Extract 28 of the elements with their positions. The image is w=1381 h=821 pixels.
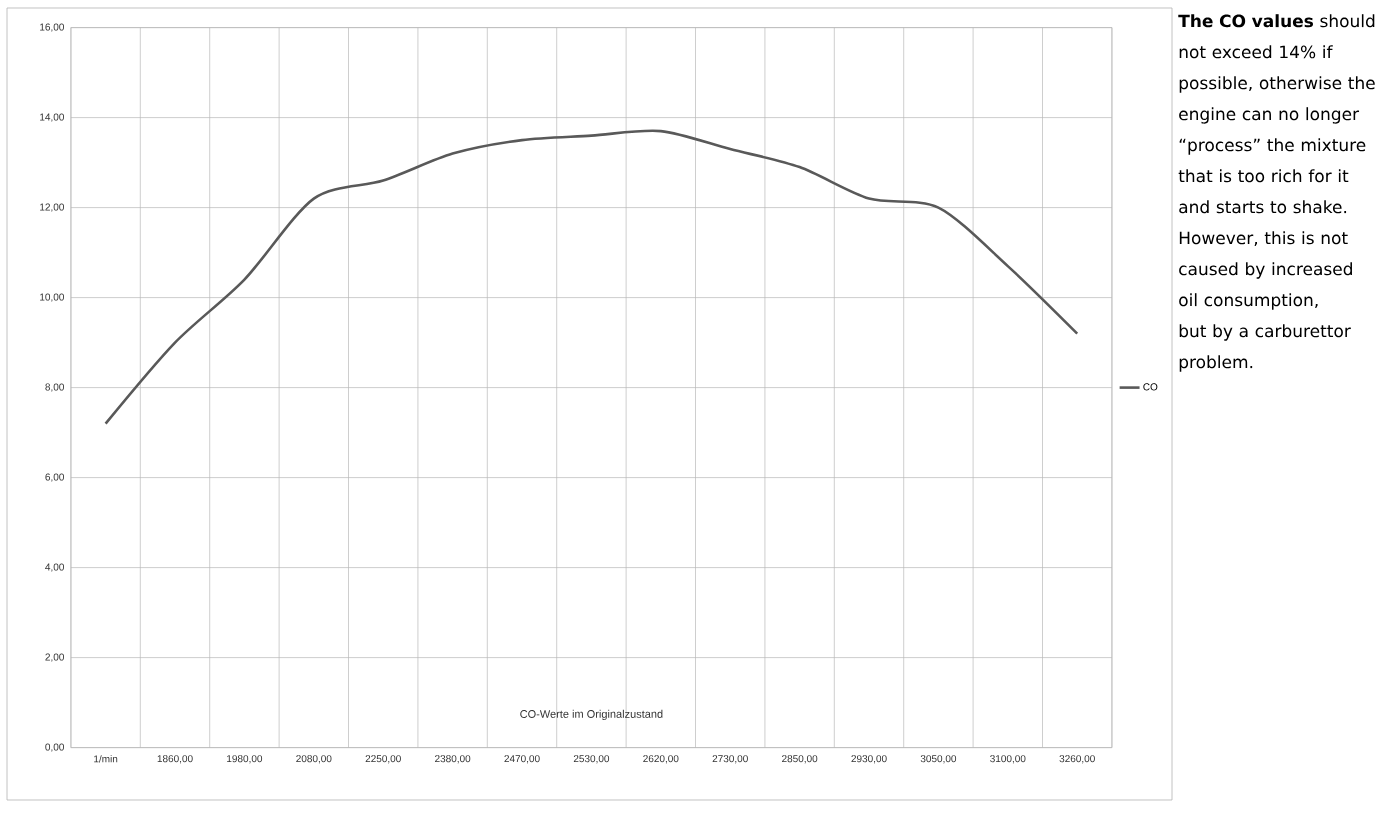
y-tick-label: 8,00 <box>45 383 64 392</box>
y-tick-label: 10,00 <box>40 293 64 302</box>
x-tick-label: 3260,00 <box>1059 755 1095 764</box>
x-tick-label: 2620,00 <box>643 755 679 764</box>
text: CO-Werte im Originalzustand <box>520 709 663 721</box>
x-tick-label: 2470,00 <box>504 755 540 764</box>
text: The CO values should not exceed 14% if possible, otherwise the engine can no longer “process” the mixture that is too rich for it and starts to shake. However, this is not caused by increased oil consumption, but by a carburettor problem. <box>1178 14 1375 372</box>
x-tick-label: 2850,00 <box>782 755 818 764</box>
x-tick-label: 2080,00 <box>296 755 332 764</box>
x-tick-label: 1980,00 <box>227 755 263 764</box>
x-tick-label: 2380,00 <box>435 755 471 764</box>
x-tick-label: 1/min <box>94 755 118 763</box>
x-tick-label: 1860,00 <box>157 755 193 764</box>
x-tick-label: 2730,00 <box>712 755 748 764</box>
y-tick-label: 4,00 <box>45 563 64 572</box>
y-tick-label: 12,00 <box>40 203 64 212</box>
x-tick-label: 2930,00 <box>851 755 887 764</box>
x-tick-label: 3100,00 <box>990 755 1026 764</box>
y-tick-label: 6,00 <box>45 473 64 482</box>
x-tick-label: 2530,00 <box>573 755 610 764</box>
y-tick-label: 2,00 <box>45 653 64 662</box>
legend-label: CO <box>1143 383 1158 391</box>
x-tick-label: 3050,00 <box>920 755 957 764</box>
x-tick-label: 2250,00 <box>365 755 401 764</box>
y-tick-label: 0,00 <box>45 743 64 752</box>
y-tick-label: 16,00 <box>40 23 64 32</box>
line-series <box>104 129 1079 425</box>
y-tick-label: 14,00 <box>40 113 64 122</box>
